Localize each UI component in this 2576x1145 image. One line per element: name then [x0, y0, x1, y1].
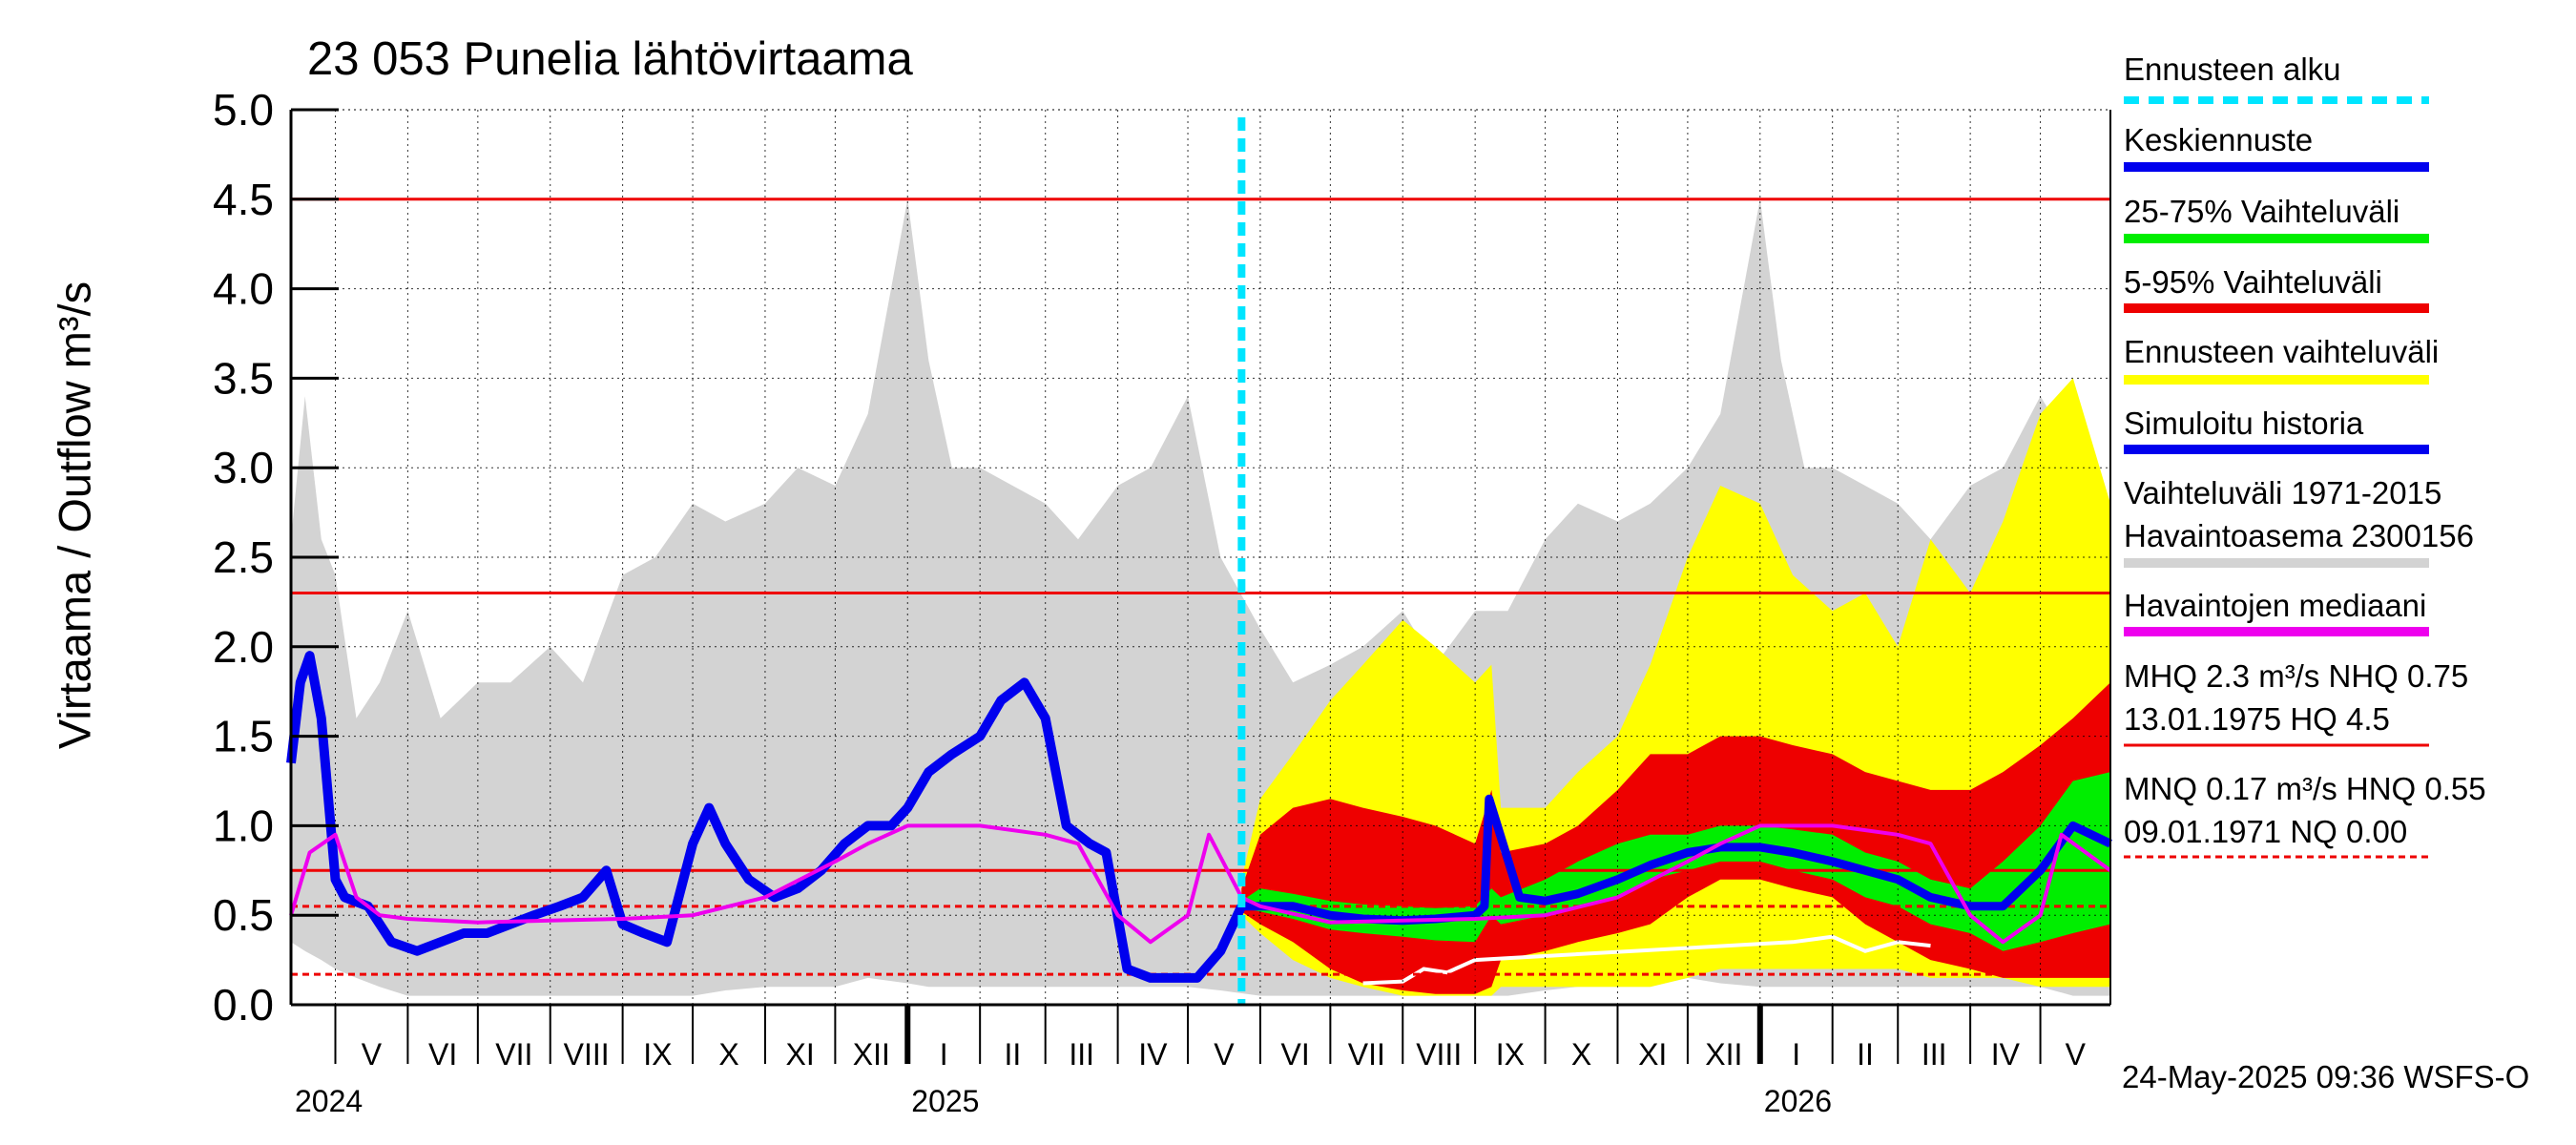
simulated-history-line	[286, 651, 1246, 983]
y-tick-label-10: 5.0	[213, 85, 274, 135]
month-label-9: II	[1005, 1037, 1022, 1072]
range-bands	[291, 198, 2110, 996]
legend-forecast-start: Ennusteen alku	[2124, 52, 2341, 87]
year-label-0: 2024	[295, 1084, 363, 1118]
band-25-75	[1241, 772, 2110, 951]
y-tick-label-7: 3.5	[213, 353, 274, 403]
y-tick-label-1: 0.5	[213, 890, 274, 940]
y-tick-label-8: 4.0	[213, 264, 274, 314]
month-label-17: X	[1571, 1037, 1591, 1072]
month-label-8: I	[940, 1037, 948, 1072]
y-tick-label-5: 2.5	[213, 532, 274, 582]
y-tick-label-9: 4.5	[213, 175, 274, 224]
issue-timestamp: 24-May-2025 09:36 WSFS-O	[2122, 1059, 2530, 1094]
month-label-14: VII	[1348, 1037, 1385, 1072]
axes	[289, 108, 2111, 1064]
year-label-1: 2025	[911, 1084, 979, 1118]
y-tick-label-0: 0.0	[213, 980, 274, 1030]
legend-mean-forecast: Keskiennuste	[2124, 122, 2314, 157]
y-tick-label-4: 2.0	[213, 622, 274, 672]
legend-mnq-hnq: MNQ 0.17 m³/s HNQ 0.55	[2124, 771, 2486, 806]
y-tick-label-6: 3.0	[213, 443, 274, 492]
month-label-16: IX	[1496, 1037, 1525, 1072]
month-label-10: III	[1069, 1037, 1094, 1072]
month-label-2: VII	[495, 1037, 532, 1072]
legend-mhq-nhq: MHQ 2.3 m³/s NHQ 0.75	[2124, 658, 2469, 694]
month-label-22: III	[1922, 1037, 1947, 1072]
month-label-20: I	[1792, 1037, 1800, 1072]
month-label-23: IV	[1991, 1037, 2021, 1072]
legend-historical-station: Havaintoasema 2300156	[2124, 518, 2474, 553]
legend-historical-range: Vaihteluväli 1971-2015	[2124, 475, 2442, 510]
legend-simulated-history: Simuloitu historia	[2124, 406, 2364, 441]
legend-forecast-range: Ennusteen vaihteluväli	[2124, 334, 2440, 369]
axis-labels: 0.00.51.01.52.02.53.03.54.04.55.0V VI VII V…	[213, 85, 2087, 1118]
legend-5-95-range: 5-95% Vaihteluväli	[2124, 264, 2382, 300]
month-label-7: XII	[853, 1037, 890, 1072]
month-label-13: VI	[1281, 1037, 1310, 1072]
month-label-12: V	[1214, 1037, 1235, 1072]
y-tick-label-3: 1.5	[213, 712, 274, 761]
observed-median-line	[289, 823, 2112, 945]
chart-title: 23 053 Punelia lähtövirtaama	[307, 33, 913, 85]
month-label-6: XI	[786, 1037, 815, 1072]
y-tick-label-2: 1.0	[213, 801, 274, 850]
legend-25-75-range: 25-75% Vaihteluväli	[2124, 194, 2400, 229]
month-label-11: IV	[1138, 1037, 1168, 1072]
legend-hq-date: 13.01.1975 HQ 4.5	[2124, 701, 2390, 737]
legend: Ennusteen alku Keskiennuste 25-75% Vaiht…	[2124, 0, 2572, 1145]
legend-observed-median: Havaintojen mediaani	[2124, 588, 2427, 623]
month-label-0: V	[362, 1037, 383, 1072]
month-label-3: VIII	[564, 1037, 610, 1072]
legend-lines	[2124, 96, 2429, 859]
month-label-15: VIII	[1416, 1037, 1462, 1072]
y-axis-label: Virtaama / Outflow m³/s	[49, 281, 100, 750]
month-label-1: VI	[428, 1037, 457, 1072]
month-label-21: II	[1857, 1037, 1874, 1072]
y-axis-label-wrap: Virtaama / Outflow m³/s	[21, 153, 135, 878]
month-label-24: V	[2066, 1037, 2087, 1072]
month-label-18: XI	[1638, 1037, 1667, 1072]
month-label-5: X	[718, 1037, 738, 1072]
month-label-4: IX	[643, 1037, 672, 1072]
legend-nq-date: 09.01.1971 NQ 0.00	[2124, 814, 2408, 849]
year-label-2: 2026	[1764, 1084, 1832, 1118]
month-label-19: XII	[1705, 1037, 1742, 1072]
series-lines	[286, 117, 2112, 1005]
